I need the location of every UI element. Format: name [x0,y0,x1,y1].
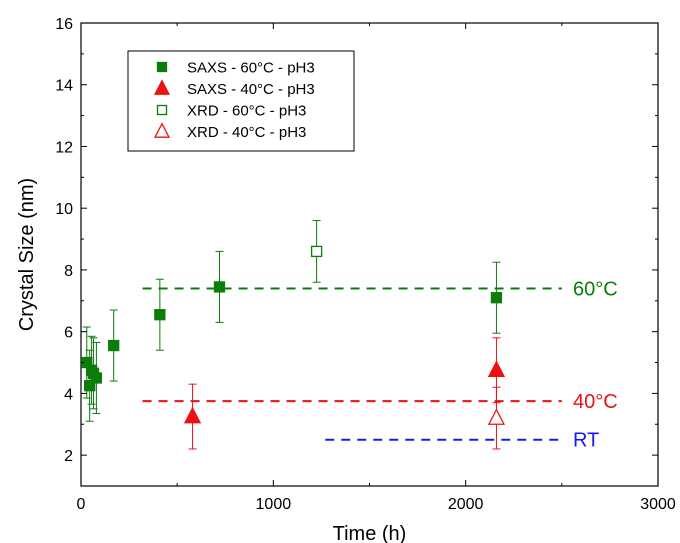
data-point [108,339,120,352]
y-tick-label: 16 [55,16,73,33]
legend-label: SAXS - 60°C - pH3 [187,60,315,77]
reference-line-label: 40°C [573,391,618,413]
legend-marker [156,61,168,73]
y-axis-title: Crystal Size (nm) [16,178,38,331]
legend-marker [153,122,171,138]
data-point [487,360,506,378]
data-point [183,406,202,424]
reference-line-label: RT [573,430,599,452]
y-tick-label: 6 [64,325,73,342]
x-axis-title: Time (h) [333,523,407,543]
legend-label: SAXS - 40°C - pH3 [187,81,315,98]
y-tick-label: 8 [64,263,73,280]
data-point [154,309,166,321]
data-series [81,220,506,450]
y-tick-label: 12 [55,139,73,156]
x-tick-label: 1000 [256,496,292,513]
y-tick-label: 2 [64,448,73,465]
x-tick-label: 0 [77,496,86,513]
data-point [213,281,226,293]
y-tick-label: 14 [55,78,73,95]
x-tick-label: 2000 [448,496,484,513]
legend-marker [156,104,168,116]
legend: SAXS - 60°C - pH3 SAXS - 40°C - pH3 XRD - … [127,50,355,152]
data-point [490,292,503,304]
data-point [310,245,323,258]
data-point [487,408,506,425]
reference-lines: 60°C 40°C RT [142,278,618,452]
y-tick-label: 10 [55,201,73,218]
reference-line-label: 60°C [573,278,618,300]
data-point [90,372,103,384]
axis-ticks: 0 1000 2000 3000 2 4 6 8 10 12 14 16 [55,16,676,513]
legend-label: XRD - 40°C - pH3 [187,124,306,141]
y-tick-label: 4 [64,386,73,403]
data-point [84,380,96,392]
legend-marker [153,79,171,95]
x-tick-label: 3000 [640,496,676,513]
legend-label: XRD - 60°C - pH3 [187,103,306,120]
